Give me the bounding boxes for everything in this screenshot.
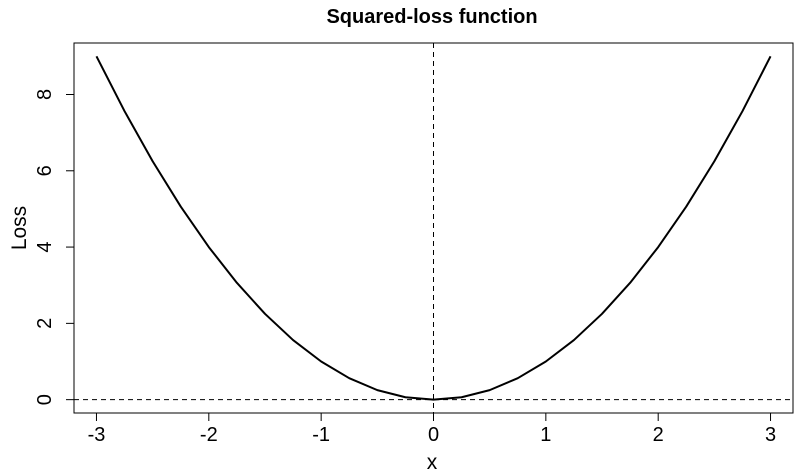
- x-tick-label: 0: [428, 424, 439, 446]
- y-tick-label: 6: [34, 165, 56, 176]
- x-axis-label: x: [427, 451, 438, 474]
- y-tick-label: 2: [34, 318, 56, 329]
- x-tick-label: 3: [765, 424, 776, 446]
- y-tick-label: 0: [34, 394, 56, 405]
- x-tick-label: -3: [88, 424, 106, 446]
- series-group: [95, 55, 772, 401]
- x-axis: -3 -2 -1 0 1 2 3: [88, 412, 776, 446]
- x-tick-label: -1: [312, 424, 330, 446]
- y-axis-label: Loss: [8, 206, 31, 250]
- y-tick-label: 4: [34, 242, 56, 253]
- x-tick-label: -2: [200, 424, 218, 446]
- chart-title: Squared-loss function: [326, 6, 537, 28]
- reference-lines: [74, 43, 793, 413]
- x-tick-label: 2: [653, 424, 664, 446]
- y-axis: 0 2 4 6 8: [34, 89, 75, 405]
- series-line: [95, 55, 772, 401]
- y-tick-label: 8: [34, 89, 56, 100]
- x-tick-label: 1: [540, 424, 551, 446]
